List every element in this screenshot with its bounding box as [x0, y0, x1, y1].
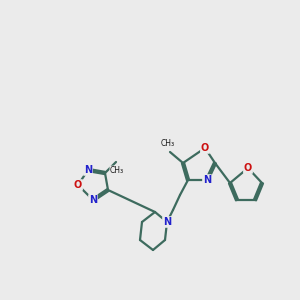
- Text: N: N: [163, 217, 171, 227]
- Text: N: N: [203, 175, 211, 185]
- Text: O: O: [244, 163, 252, 173]
- Text: N: N: [89, 195, 97, 205]
- Text: O: O: [74, 180, 82, 190]
- Text: O: O: [201, 143, 209, 153]
- Text: N: N: [84, 165, 92, 175]
- Text: CH₃: CH₃: [161, 139, 175, 148]
- Text: CH₃: CH₃: [110, 166, 124, 175]
